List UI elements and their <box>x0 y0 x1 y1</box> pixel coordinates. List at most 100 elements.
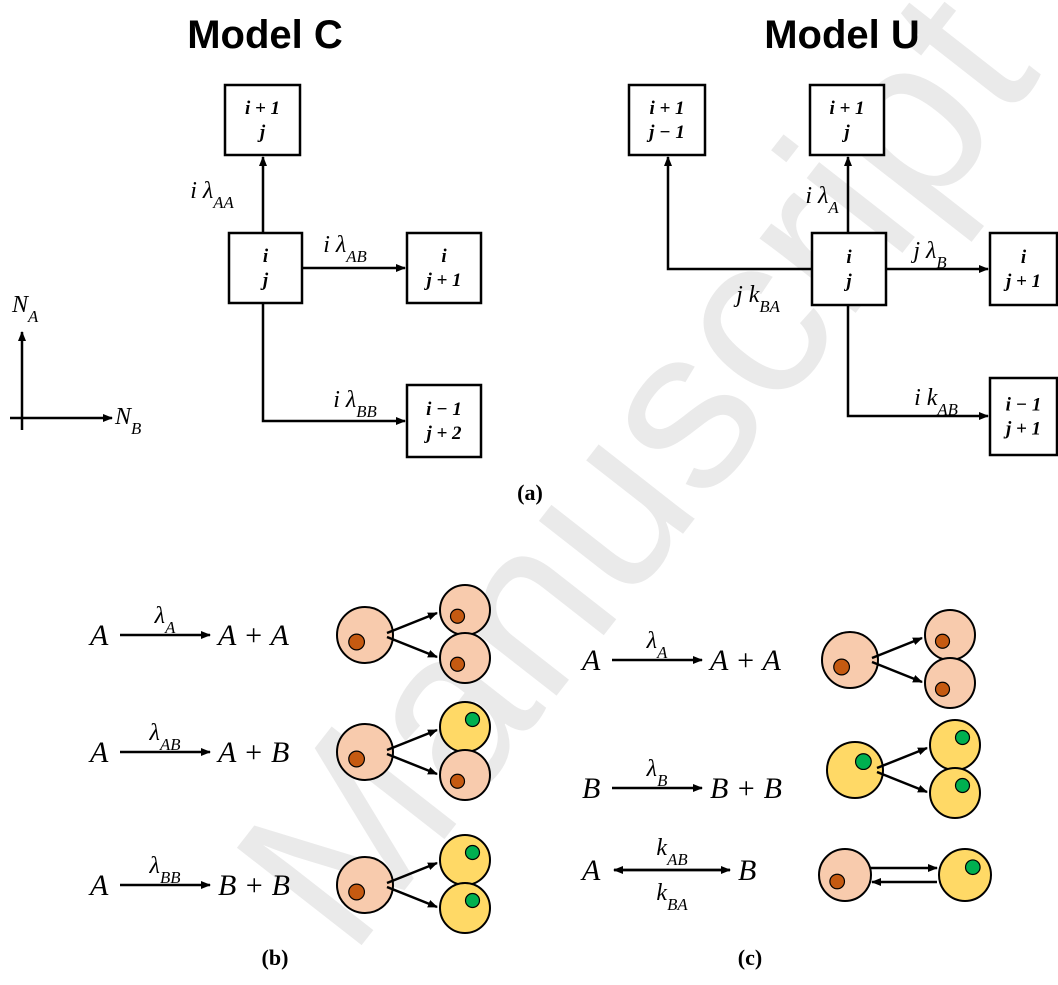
watermark: Manuscript <box>186 0 1058 985</box>
rate-label-main: i λ <box>323 232 346 258</box>
rate-label-main: i λ <box>805 183 828 209</box>
reaction-species: A <box>580 644 601 677</box>
cell <box>819 849 871 901</box>
nucleus <box>936 682 950 696</box>
state-box <box>407 233 481 303</box>
rate-label: i kAB <box>914 385 958 419</box>
rate-label: i λAB <box>323 232 367 266</box>
state-label: i + 1 <box>245 98 280 119</box>
state-label: i − 1 <box>426 399 462 420</box>
reaction-species: A <box>88 736 109 769</box>
state-label: j + 1 <box>423 270 461 291</box>
nucleus <box>956 731 970 745</box>
state-label: i − 1 <box>1006 395 1042 416</box>
rate-label-sub: BB <box>356 402 377 421</box>
cell <box>337 607 393 663</box>
rate-label-sub: AB <box>936 400 958 419</box>
reaction-species: A <box>88 619 109 652</box>
reaction-rate-main: λ <box>646 756 657 782</box>
cell <box>440 585 490 635</box>
reaction-rate-sub: AB <box>666 850 688 869</box>
nucleus <box>936 634 950 648</box>
cell <box>440 702 490 752</box>
reaction-rate: kAB <box>656 835 687 869</box>
rate-label: i λBB <box>333 387 377 421</box>
reaction-rate-sub: A <box>164 618 176 637</box>
cell <box>440 835 490 885</box>
state-box <box>225 85 300 155</box>
reaction-rate-sub: BB <box>160 868 181 887</box>
reaction-rate-sub: BA <box>667 895 688 914</box>
state-box <box>812 233 886 305</box>
reaction-rate: λAB <box>149 720 181 754</box>
reaction-rate-main: λ <box>149 720 160 746</box>
cell <box>925 658 975 708</box>
model-title: Model U <box>764 13 920 57</box>
cell <box>822 632 878 688</box>
state-label: i <box>263 246 269 267</box>
reaction-rate: kBA <box>656 880 688 914</box>
reaction-rate-main: k <box>656 835 667 861</box>
state-box <box>990 378 1057 455</box>
reaction-species: A <box>580 854 601 887</box>
nucleus <box>956 779 970 793</box>
cell <box>440 750 490 800</box>
panel-label: (b) <box>262 945 289 970</box>
arrow <box>872 662 922 682</box>
arrow <box>877 772 927 792</box>
state-label: j − 1 <box>646 122 685 143</box>
cell <box>930 720 980 770</box>
state-label: j + 1 <box>1003 419 1041 440</box>
reaction-rate: λB <box>646 756 668 790</box>
reaction-rate: λA <box>154 603 176 637</box>
reaction-rate-main: k <box>656 880 667 906</box>
reaction-rate-sub: AB <box>159 735 181 754</box>
nucleus <box>349 751 365 767</box>
diagram: Manuscript Model CModel Ui + 1jijij + 1i… <box>0 0 1058 985</box>
rate-label-sub: A <box>827 198 839 217</box>
cell <box>440 883 490 933</box>
cell <box>930 768 980 818</box>
rate-label-sub: AA <box>212 193 234 212</box>
axis-label: NB <box>114 404 141 438</box>
state-box <box>629 85 705 155</box>
reaction-species: A + A <box>216 619 289 652</box>
reaction-species: B <box>582 772 600 805</box>
rate-label-main: j k <box>733 282 760 308</box>
reaction-species: B <box>738 854 756 887</box>
model-title: Model C <box>187 13 343 57</box>
rate-label: i λAA <box>190 178 234 212</box>
nucleus <box>856 754 872 770</box>
cell <box>827 742 883 798</box>
panel-label: (c) <box>738 945 762 970</box>
reaction-species: A <box>88 869 109 902</box>
state-label: i + 1 <box>649 98 684 119</box>
axis-label-sub: B <box>131 419 141 438</box>
state-label: i <box>1021 247 1027 268</box>
panel-label: (a) <box>517 480 543 505</box>
cell <box>939 849 991 901</box>
rate-label-main: i k <box>914 385 938 411</box>
cell <box>337 724 393 780</box>
cell <box>337 857 393 913</box>
nucleus <box>451 774 465 788</box>
nucleus <box>451 609 465 623</box>
state-box <box>229 233 302 303</box>
nucleus <box>466 846 480 860</box>
rate-label-main: i λ <box>333 387 356 413</box>
state-label: i + 1 <box>829 98 864 119</box>
rate-label-main: i λ <box>190 178 213 204</box>
reaction-rate-main: λ <box>149 853 160 879</box>
nucleus <box>834 659 850 675</box>
arrow <box>877 748 927 768</box>
reaction-rate-sub: B <box>657 771 667 790</box>
state-label: i <box>441 246 447 267</box>
nucleus <box>466 713 480 727</box>
reaction-species: B + B <box>710 772 782 805</box>
reaction-species: B + B <box>218 869 290 902</box>
nucleus <box>466 894 480 908</box>
axis-label: NA <box>11 292 39 326</box>
reaction-rate-main: λ <box>646 628 657 654</box>
state-box <box>810 85 884 155</box>
cell <box>925 610 975 660</box>
